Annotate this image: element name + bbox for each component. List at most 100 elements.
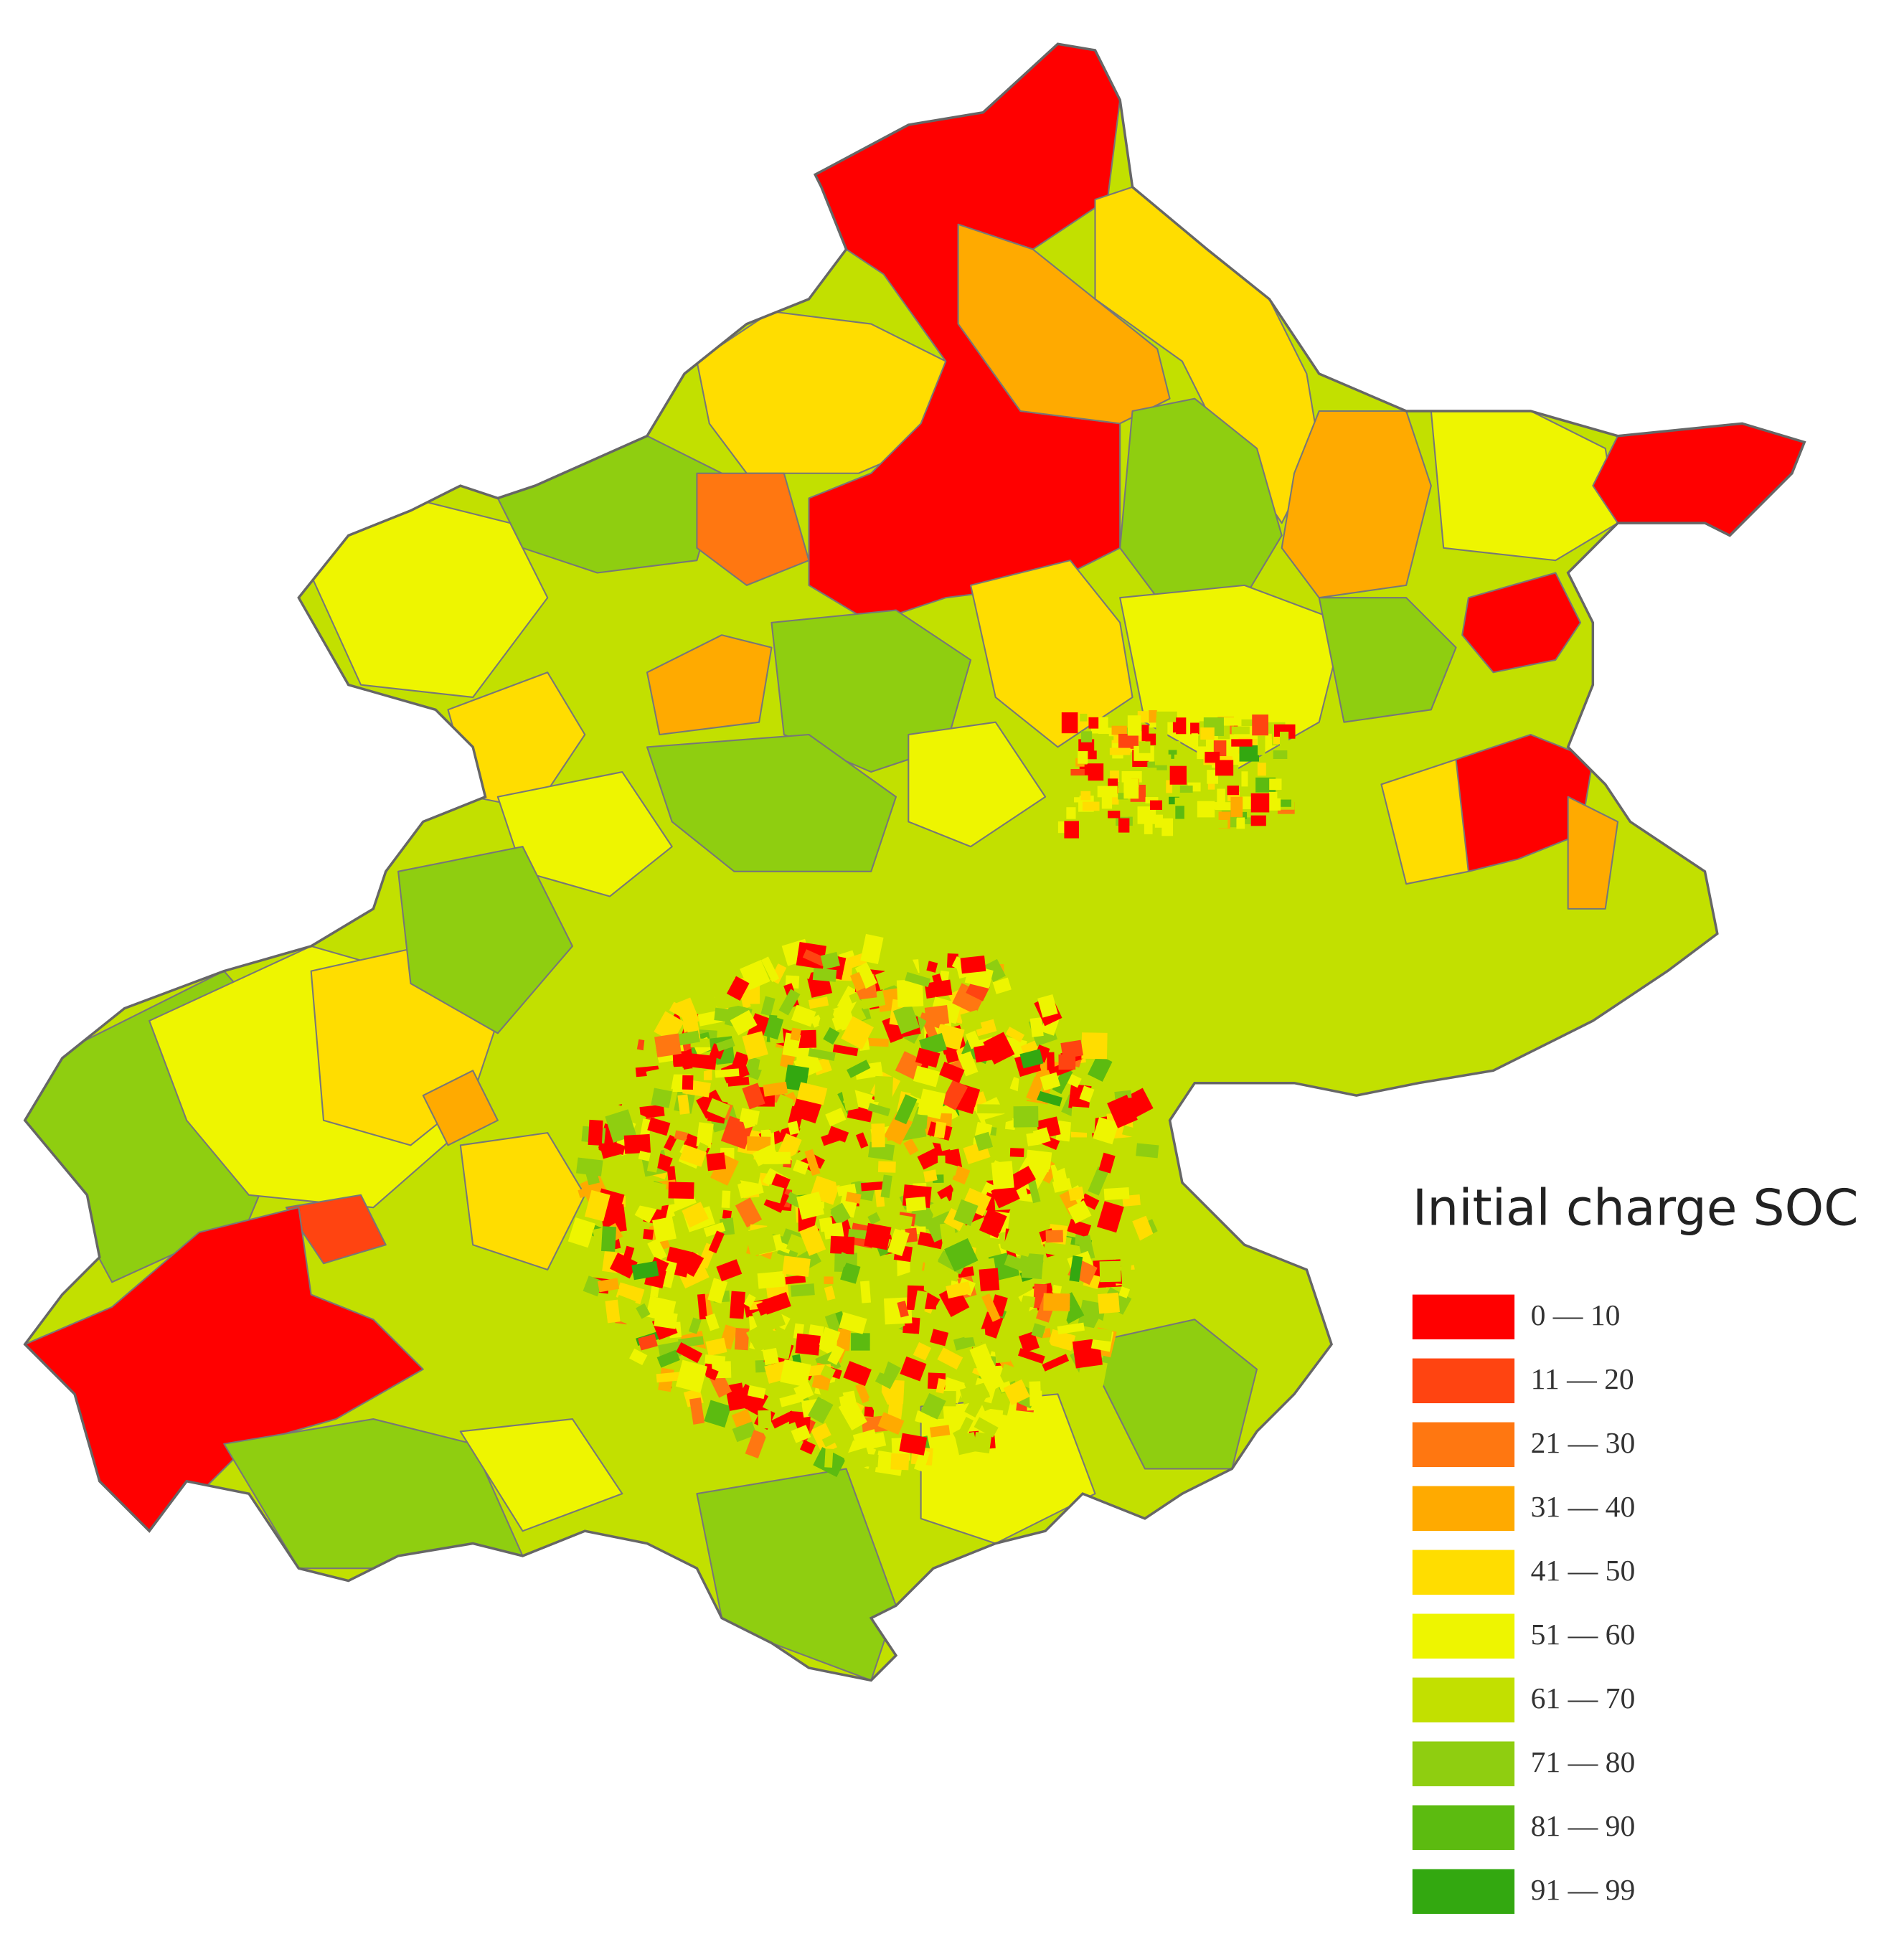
urban-district xyxy=(618,1332,632,1342)
urban-district xyxy=(923,1169,938,1183)
urban-district xyxy=(704,1354,726,1366)
urban-district xyxy=(952,1165,971,1185)
urban-district xyxy=(903,1138,919,1156)
urban-district xyxy=(747,1136,771,1151)
urban-district xyxy=(742,1083,765,1110)
urban-district xyxy=(652,1216,677,1243)
urban-district xyxy=(734,1327,750,1351)
urban-district xyxy=(887,1228,910,1257)
urban-district xyxy=(609,1253,638,1279)
urban-district xyxy=(938,1062,965,1083)
urban-district xyxy=(1191,733,1198,742)
region xyxy=(957,223,1171,425)
urban-district xyxy=(1222,717,1243,726)
urban-district xyxy=(646,1145,662,1173)
urban-district xyxy=(913,1290,928,1319)
urban-district xyxy=(600,1143,621,1159)
urban-district xyxy=(743,1293,756,1308)
urban-district xyxy=(827,1126,849,1143)
urban-district xyxy=(845,1192,862,1204)
urban-district xyxy=(1052,1067,1073,1095)
urban-district xyxy=(1154,814,1163,828)
urban-district xyxy=(1227,786,1240,796)
urban-district xyxy=(810,1122,823,1136)
urban-district xyxy=(1273,799,1291,807)
urban-district xyxy=(1002,1225,1037,1258)
urban-district xyxy=(860,933,884,964)
urban-district xyxy=(1004,1254,1031,1273)
legend-swatch xyxy=(1412,1486,1515,1532)
urban-district xyxy=(923,1250,939,1274)
urban-district xyxy=(918,1273,938,1289)
urban-district xyxy=(606,1077,634,1106)
urban-district xyxy=(1090,1327,1113,1342)
legend-label: 21 — 30 xyxy=(1531,1427,1636,1460)
urban-district xyxy=(1156,717,1168,737)
urban-district xyxy=(722,1209,732,1220)
urban-district xyxy=(1111,725,1127,735)
urban-district xyxy=(1080,791,1091,801)
urban-district xyxy=(716,1259,743,1282)
urban-district xyxy=(864,1406,875,1418)
urban-district xyxy=(926,961,938,973)
urban-district xyxy=(1193,814,1203,824)
urban-district xyxy=(583,1275,603,1297)
urban-district xyxy=(752,1143,779,1166)
region xyxy=(1082,1319,1258,1470)
urban-district xyxy=(824,1448,834,1468)
urban-district xyxy=(890,1453,910,1471)
urban-district xyxy=(874,1075,894,1103)
urban-district xyxy=(677,1094,690,1115)
urban-district xyxy=(708,1230,725,1254)
legend-swatch xyxy=(1412,1422,1515,1468)
urban-district xyxy=(1026,1076,1045,1102)
urban-district xyxy=(849,971,866,991)
urban-district xyxy=(1036,1090,1062,1107)
urban-district xyxy=(1252,715,1268,736)
urban-district xyxy=(1097,1292,1120,1314)
urban-district xyxy=(682,1202,709,1228)
urban-district xyxy=(1131,1176,1150,1201)
urban-district xyxy=(1197,801,1215,818)
urban-district xyxy=(1280,731,1289,750)
legend-label: 41 — 50 xyxy=(1531,1555,1636,1588)
urban-district xyxy=(984,958,1006,983)
urban-district xyxy=(877,1161,896,1173)
urban-district xyxy=(812,968,837,982)
urban-district xyxy=(1258,735,1266,755)
urban-district xyxy=(913,1065,941,1088)
urban-district xyxy=(689,1397,705,1425)
legend-swatch xyxy=(1412,1550,1515,1595)
urban-district xyxy=(745,1430,768,1458)
urban-district xyxy=(1169,796,1179,805)
urban-district xyxy=(578,1185,597,1198)
urban-district xyxy=(1139,741,1151,753)
urban-district xyxy=(703,1222,726,1237)
urban-district xyxy=(1029,1381,1042,1406)
urban-district xyxy=(778,989,801,1016)
urban-district xyxy=(829,1202,851,1226)
urban-district xyxy=(1109,748,1131,755)
urban-district xyxy=(1018,1331,1040,1353)
region xyxy=(696,472,810,586)
urban-district xyxy=(1003,1379,1030,1406)
urban-district xyxy=(830,1235,855,1255)
urban-district xyxy=(1069,1255,1083,1283)
urban-district xyxy=(697,1293,707,1320)
urban-district xyxy=(1168,750,1177,759)
urban-district xyxy=(782,1255,811,1278)
urban-district xyxy=(848,1228,871,1240)
urban-district xyxy=(1047,1052,1055,1070)
urban-district xyxy=(799,1440,816,1455)
urban-district xyxy=(899,1433,928,1456)
urban-district xyxy=(1099,1260,1121,1283)
urban-district xyxy=(791,1425,811,1443)
urban-district xyxy=(824,1276,834,1284)
urban-district xyxy=(939,1222,957,1245)
urban-district xyxy=(1032,1127,1051,1146)
urban-district xyxy=(1241,719,1258,726)
urban-district xyxy=(664,1134,677,1151)
urban-district xyxy=(916,1114,928,1129)
urban-district xyxy=(715,1068,740,1078)
